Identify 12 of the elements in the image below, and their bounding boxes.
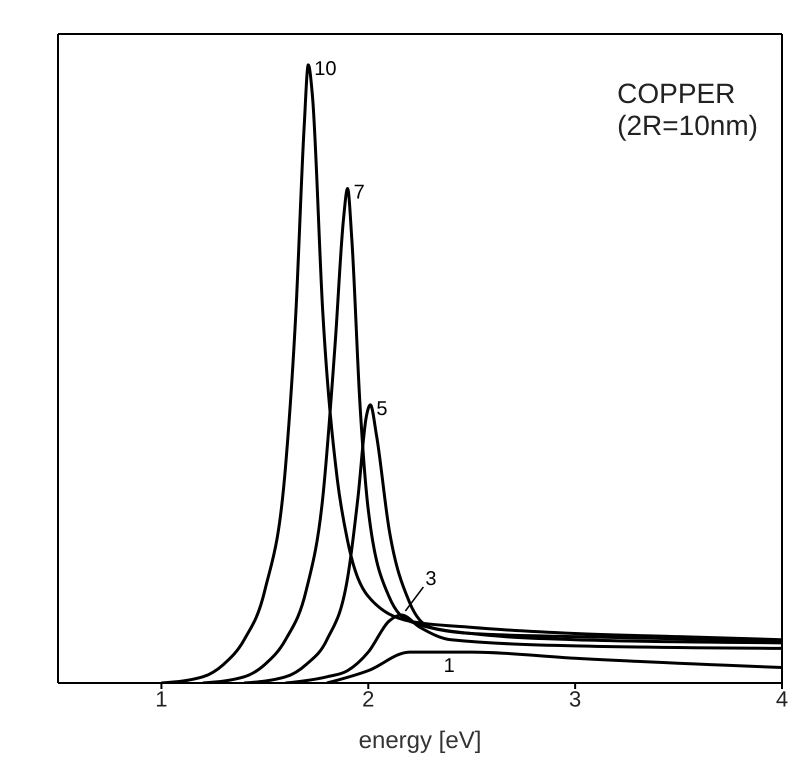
series-label: 7 [354,182,365,204]
annotation: COPPER [617,78,736,110]
annotation: (2R=10nm) [617,110,758,142]
series-label: 10 [314,58,337,80]
x-axis-title: energy [eV] [358,727,482,754]
series-label: 5 [376,398,388,420]
x-tick-label: 3 [569,686,582,712]
x-tick-label: 2 [362,686,374,712]
series-label: 1 [444,655,455,678]
series-label: 3 [425,568,437,590]
x-tick-label: 4 [776,686,788,712]
x-tick-label: 1 [155,686,168,712]
